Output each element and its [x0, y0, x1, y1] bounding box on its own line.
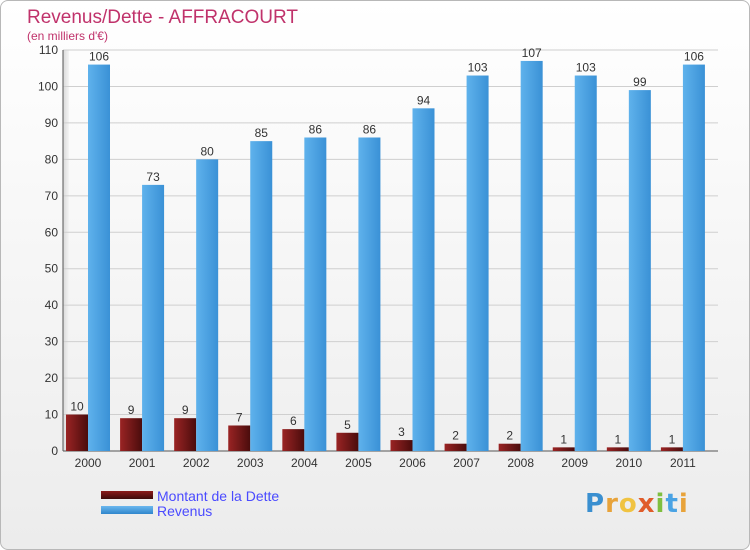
y-tick-label: 40	[45, 298, 59, 312]
data-label-debt: 2	[506, 429, 513, 443]
bar-debt	[552, 447, 575, 451]
logo-letter: i	[678, 489, 689, 519]
logo-letter: P	[585, 489, 606, 519]
x-tick-label: 2008	[507, 456, 534, 470]
y-tick-label: 20	[45, 371, 59, 385]
data-label-debt: 9	[128, 403, 135, 417]
bar-debt	[444, 443, 467, 451]
y-tick-label: 0	[51, 444, 58, 458]
y-tick-label: 90	[45, 116, 59, 130]
data-label-revenue: 85	[255, 126, 269, 140]
plot-side-wall	[63, 50, 69, 451]
bar-debt	[660, 447, 683, 451]
data-label-revenue: 99	[633, 75, 647, 89]
data-label-debt: 10	[70, 400, 84, 414]
data-label-revenue: 106	[89, 50, 109, 64]
x-tick-label: 2007	[453, 456, 480, 470]
x-tick-label: 2011	[670, 456, 696, 470]
logo-letter: i	[655, 489, 666, 519]
bar-revenue	[466, 75, 489, 451]
y-tick-label: 30	[45, 335, 59, 349]
y-tick-label: 110	[39, 43, 58, 57]
bar-revenue	[358, 137, 381, 451]
data-label-revenue: 94	[417, 93, 431, 107]
bar-revenue	[142, 184, 165, 451]
data-label-revenue: 106	[684, 50, 704, 64]
bar-revenue	[250, 141, 273, 452]
x-tick-label: 2006	[399, 456, 426, 470]
logo-letter: x	[637, 489, 656, 519]
data-label-revenue: 86	[363, 122, 377, 136]
data-label-debt: 1	[669, 432, 676, 446]
bar-debt	[606, 447, 629, 451]
chart-title: Revenus/Dette - AFFRACOURT	[27, 7, 299, 28]
bar-debt	[174, 418, 197, 451]
x-tick-label: 2000	[75, 456, 102, 470]
bar-debt	[120, 418, 143, 451]
y-tick-label: 80	[45, 152, 59, 166]
y-tick-label: 50	[45, 262, 59, 276]
x-tick-label: 2005	[345, 456, 372, 470]
bar-revenue	[520, 60, 543, 451]
data-label-debt: 6	[290, 414, 297, 428]
bar-revenue	[304, 137, 327, 451]
x-tick-label: 2002	[183, 456, 210, 470]
logo-letter: o	[618, 489, 638, 519]
data-label-debt: 1	[560, 432, 567, 446]
data-label-debt: 1	[614, 432, 621, 446]
x-tick-label: 2003	[237, 456, 264, 470]
bar-revenue	[196, 159, 219, 451]
bar-revenue	[574, 75, 597, 451]
proxiti-logo: Proxiti	[585, 489, 689, 519]
bar-revenue	[682, 64, 705, 451]
bar-debt	[336, 432, 359, 451]
logo-letter: t	[665, 489, 679, 519]
data-label-revenue: 103	[468, 61, 488, 75]
chart-subtitle: (en milliers d'€)	[27, 29, 108, 43]
logo-letter: r	[605, 489, 619, 519]
y-tick-label: 100	[38, 79, 58, 93]
bar-debt	[282, 429, 305, 451]
legend-swatch-revenue	[101, 506, 153, 514]
bar-revenue	[412, 108, 435, 451]
data-label-revenue: 80	[200, 144, 214, 158]
data-label-debt: 3	[398, 425, 405, 439]
legend-label-revenue: Revenus	[157, 503, 213, 519]
data-label-debt: 9	[182, 403, 189, 417]
x-tick-label: 2004	[291, 456, 318, 470]
x-tick-label: 2009	[561, 456, 588, 470]
x-tick-label: 2001	[129, 456, 156, 470]
data-label-debt: 2	[452, 429, 459, 443]
data-label-revenue: 86	[309, 122, 323, 136]
legend-label-debt: Montant de la Dette	[157, 488, 280, 504]
bar-revenue	[88, 64, 110, 451]
y-tick-label: 70	[45, 189, 59, 203]
data-label-revenue: 103	[576, 61, 596, 75]
legend-swatch-debt	[101, 491, 153, 499]
y-tick-label: 60	[45, 225, 59, 239]
bar-debt	[390, 440, 413, 451]
y-tick-label: 10	[45, 408, 59, 422]
x-tick-label: 2010	[615, 456, 642, 470]
data-label-debt: 5	[344, 418, 351, 432]
bar-debt	[228, 425, 251, 451]
data-label-debt: 7	[236, 410, 243, 424]
data-label-revenue: 73	[146, 170, 160, 184]
data-label-revenue: 107	[522, 46, 542, 60]
bar-debt	[66, 414, 88, 451]
bar-revenue	[628, 90, 651, 451]
bar-debt	[498, 443, 521, 451]
